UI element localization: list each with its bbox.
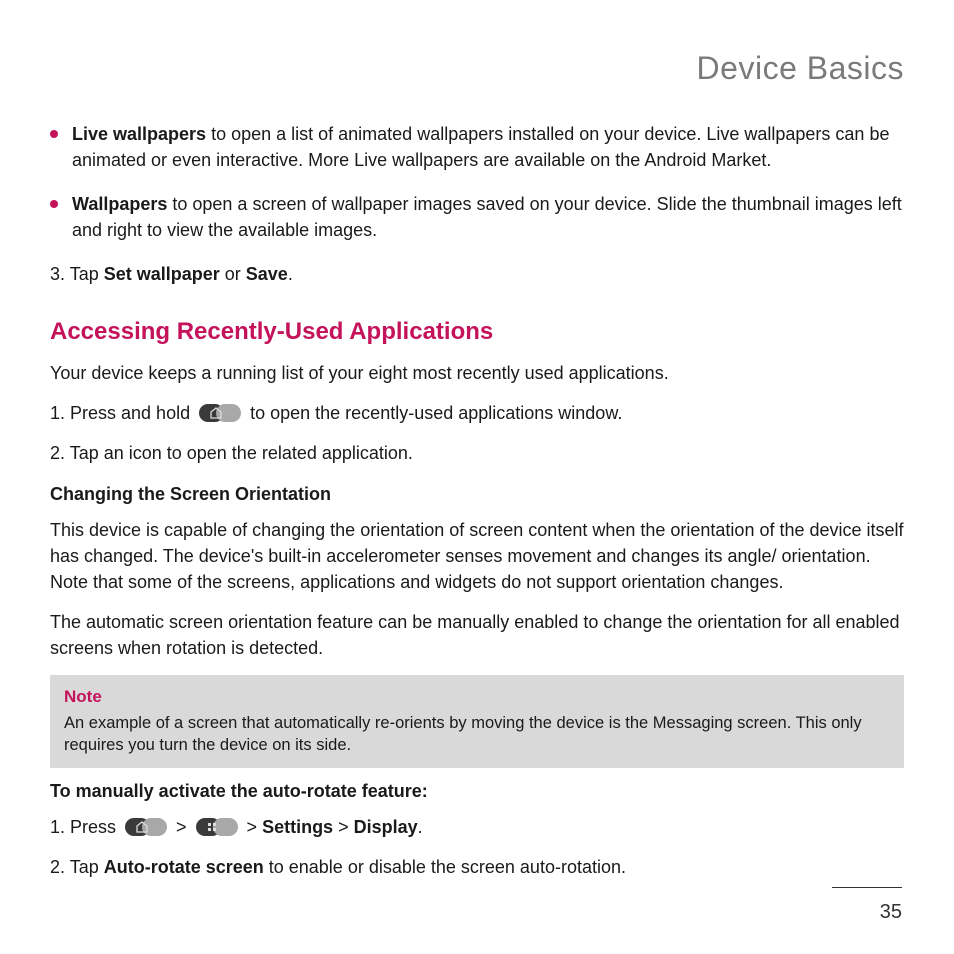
step3-bold2: Save (246, 264, 288, 284)
bullet-live-wallpapers: Live wallpapers to open a list of animat… (50, 121, 904, 173)
page-number: 35 (880, 901, 902, 924)
autorotate-step-1: 1. Press > > Settings > (50, 814, 904, 840)
ar-step1-gt1: > (171, 814, 192, 840)
recent-step-2: 2. Tap an icon to open the related appli… (50, 440, 904, 466)
step3-prefix: 3. Tap (50, 264, 104, 284)
note-label: Note (64, 685, 890, 710)
autorotate-step-2: 2. Tap Auto-rotate screen to enable or d… (50, 854, 904, 880)
home-button-icon (199, 404, 241, 422)
menu-button-icon (196, 818, 238, 836)
page-title: Device Basics (50, 50, 904, 87)
bullet-lead: Wallpapers (72, 194, 167, 214)
footer-rule (832, 887, 902, 888)
note-body: An example of a screen that automaticall… (64, 712, 890, 757)
step3-bold1: Set wallpaper (104, 264, 220, 284)
bullet-text: Live wallpapers to open a list of animat… (72, 121, 904, 173)
orientation-para1: This device is capable of changing the o… (50, 517, 904, 595)
ar-step1-end: . (418, 814, 423, 840)
step3-mid: or (220, 264, 246, 284)
page-content: Live wallpapers to open a list of animat… (50, 121, 904, 881)
bullet-text: Wallpapers to open a screen of wallpaper… (72, 191, 904, 243)
ar-step2-a: 2. Tap (50, 857, 104, 877)
recent-step-1: 1. Press and hold to open the recently-u… (50, 400, 904, 426)
bullet-wallpapers: Wallpapers to open a screen of wallpaper… (50, 191, 904, 243)
home-button-icon (125, 818, 167, 836)
ar-step2-bold: Auto-rotate screen (104, 857, 264, 877)
orientation-para2: The automatic screen orientation feature… (50, 609, 904, 661)
sub-heading-orientation: Changing the Screen Orientation (50, 481, 904, 507)
bullet-dot-icon (50, 130, 58, 138)
step3-suffix: . (288, 264, 293, 284)
ar-step2-b: to enable or disable the screen auto-rot… (264, 857, 626, 877)
ar-step1-display: Display (354, 814, 418, 840)
bullet-dot-icon (50, 200, 58, 208)
step1-prefix: 1. Press and hold (50, 400, 195, 426)
ar-step1-gt2: > (242, 814, 263, 840)
ar-step1-a: 1. Press (50, 814, 121, 840)
step-3: 3. Tap Set wallpaper or Save. (50, 261, 904, 287)
bullet-rest: to open a screen of wallpaper images sav… (72, 194, 902, 240)
ar-step1-settings: Settings (262, 814, 333, 840)
section-heading-recent-apps: Accessing Recently-Used Applications (50, 315, 904, 350)
bullet-lead: Live wallpapers (72, 124, 206, 144)
ar-step1-gt3: > (333, 814, 354, 840)
note-box: Note An example of a screen that automat… (50, 675, 904, 768)
section-intro: Your device keeps a running list of your… (50, 360, 904, 386)
autorotate-heading: To manually activate the auto-rotate fea… (50, 778, 904, 804)
step1-suffix: to open the recently-used applications w… (245, 400, 622, 426)
